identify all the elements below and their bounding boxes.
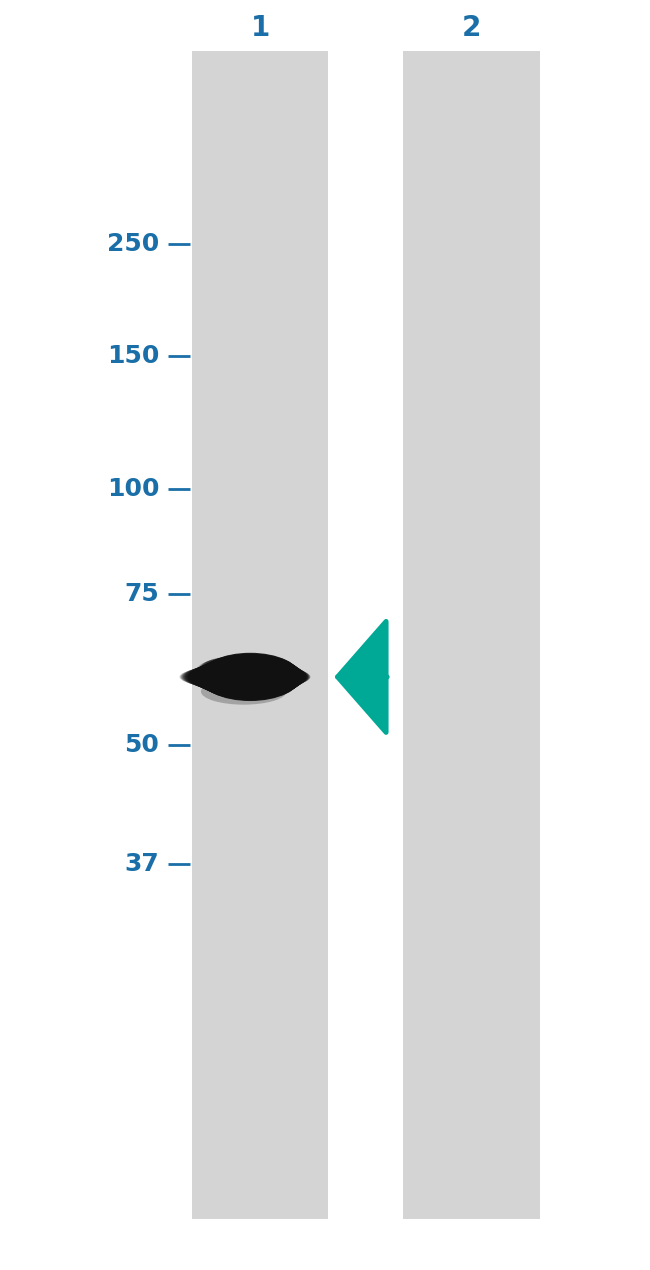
Bar [403, 51, 540, 1219]
Ellipse shape [199, 654, 301, 701]
Text: 50: 50 [124, 734, 159, 757]
Text: 2: 2 [462, 14, 481, 42]
Text: 1: 1 [250, 14, 270, 42]
Ellipse shape [200, 658, 250, 686]
Bar [192, 51, 328, 1219]
Ellipse shape [182, 663, 309, 691]
Ellipse shape [191, 658, 305, 696]
Text: 75: 75 [125, 583, 159, 606]
Ellipse shape [199, 658, 247, 686]
Ellipse shape [179, 665, 311, 690]
Text: 37: 37 [125, 852, 159, 875]
Ellipse shape [201, 678, 287, 705]
Ellipse shape [183, 663, 309, 691]
Ellipse shape [187, 660, 307, 693]
Text: 250: 250 [107, 232, 159, 255]
Text: 100: 100 [107, 478, 159, 500]
Ellipse shape [181, 664, 310, 690]
Ellipse shape [197, 655, 302, 700]
Ellipse shape [186, 662, 307, 693]
Ellipse shape [188, 660, 306, 693]
Ellipse shape [194, 657, 304, 697]
Ellipse shape [194, 655, 304, 699]
Ellipse shape [198, 654, 302, 700]
Ellipse shape [198, 659, 244, 685]
Ellipse shape [198, 659, 241, 685]
Ellipse shape [185, 662, 308, 692]
Ellipse shape [189, 659, 306, 695]
Text: 150: 150 [107, 344, 159, 367]
Ellipse shape [184, 663, 309, 692]
Ellipse shape [197, 660, 239, 683]
Ellipse shape [192, 658, 304, 696]
Ellipse shape [196, 660, 235, 683]
Ellipse shape [195, 662, 233, 682]
Ellipse shape [196, 655, 303, 699]
Ellipse shape [200, 653, 300, 701]
Ellipse shape [190, 659, 306, 696]
